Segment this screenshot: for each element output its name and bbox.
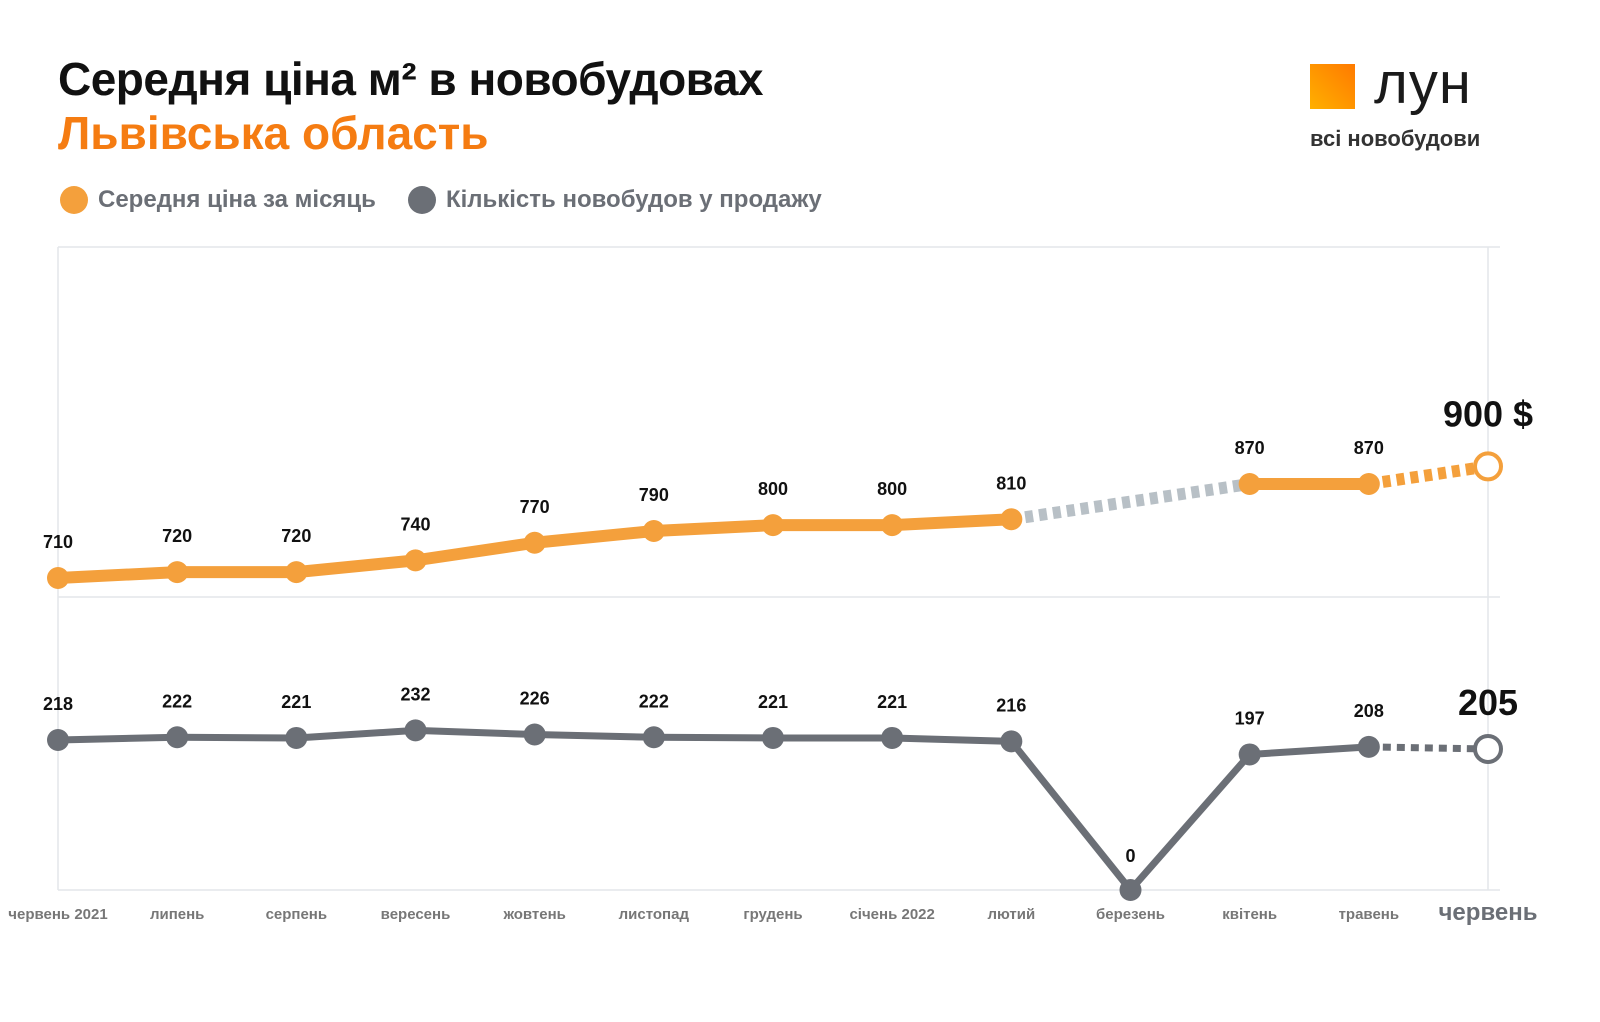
data-point	[523, 531, 546, 554]
series-line-segment	[173, 733, 300, 742]
data-label: 870	[1354, 438, 1384, 458]
data-point	[762, 726, 784, 749]
data-point	[47, 567, 69, 589]
data-point	[404, 719, 427, 742]
series-line-segment	[1007, 737, 1134, 894]
data-label: 205	[1458, 682, 1518, 723]
x-tick-label: вересень	[381, 906, 451, 923]
x-tick-label: лютий	[987, 906, 1035, 923]
series-line-segment	[650, 733, 777, 742]
data-label: 208	[1354, 701, 1384, 721]
x-tick-label: березень	[1096, 906, 1165, 923]
data-point	[285, 561, 308, 584]
data-label: 0	[1125, 846, 1135, 866]
data-point-projected	[1473, 451, 1503, 482]
data-label: 810	[996, 473, 1026, 493]
data-label: 221	[877, 692, 907, 712]
data-point	[1119, 879, 1142, 901]
legend-dot-icon	[60, 186, 88, 214]
data-point	[47, 729, 69, 752]
data-point	[642, 726, 665, 749]
data-point	[166, 561, 189, 584]
series-line-segment	[409, 536, 541, 567]
data-point	[881, 514, 904, 537]
data-label: 800	[758, 479, 788, 499]
legend-label: Середня ціна за місяць	[98, 186, 376, 213]
series-line-segment	[1367, 460, 1489, 490]
data-point	[1238, 473, 1261, 495]
data-point	[1000, 508, 1023, 531]
x-tick-label: червень 2021	[8, 906, 107, 923]
legend-item-price: Середня ціна за місяць	[60, 186, 376, 214]
data-point	[881, 726, 904, 749]
chart-subtitle: Львівська область	[58, 107, 489, 159]
data-point	[523, 723, 546, 746]
data-point	[404, 549, 427, 572]
data-label: 790	[639, 485, 669, 505]
data-label: 197	[1235, 708, 1265, 728]
data-label: 720	[162, 526, 192, 546]
data-point-projected	[1473, 733, 1503, 764]
legend-dot-icon	[407, 186, 436, 214]
series-line-segment	[528, 525, 660, 549]
data-label: 222	[162, 691, 192, 711]
data-point	[1357, 473, 1380, 495]
series-line-segment	[1246, 743, 1373, 758]
x-tick-label: липень	[150, 906, 204, 923]
series-line-segment	[886, 513, 1018, 532]
data-label: 221	[281, 692, 311, 712]
x-tick-label: січень 2022	[849, 906, 934, 923]
data-label: 221	[758, 692, 788, 712]
series-line-segment	[292, 726, 419, 742]
x-tick-label: серпень	[266, 906, 328, 923]
series-line-segment	[1368, 743, 1489, 753]
data-label: 216	[996, 695, 1026, 715]
legend-item-count: Кількість новобудов у продажу	[407, 186, 822, 214]
legend: Середня ціна за місяць Кількість новобуд…	[60, 186, 822, 214]
x-tick-label: грудень	[743, 906, 802, 923]
data-point	[762, 514, 784, 537]
data-label: 770	[520, 497, 550, 517]
series-line-segment	[888, 734, 1015, 745]
data-label: 218	[43, 694, 73, 714]
x-tick-label: травень	[1339, 906, 1400, 923]
data-label: 900 $	[1443, 393, 1533, 434]
data-point	[642, 520, 665, 542]
x-tick-label: червень	[1439, 899, 1538, 926]
series-line-segment	[647, 519, 779, 537]
data-label: 720	[281, 526, 311, 546]
x-tick-label: листопад	[619, 906, 690, 923]
data-label: 232	[400, 684, 430, 704]
series-line-segment	[1127, 750, 1254, 894]
data-label: 222	[639, 691, 669, 711]
series-line-segment	[412, 726, 539, 739]
data-point	[285, 726, 308, 749]
data-label: 226	[520, 689, 550, 709]
data-label: 870	[1235, 438, 1265, 458]
series-line-segment	[54, 733, 181, 744]
data-point	[1357, 735, 1380, 758]
data-point	[1238, 743, 1261, 766]
data-point	[166, 726, 189, 749]
logo-square-icon	[1310, 64, 1355, 109]
data-label: 800	[877, 479, 907, 499]
data-label: 740	[400, 514, 430, 534]
series-line-segment	[531, 731, 658, 741]
data-label: 710	[43, 532, 73, 552]
series-line-segment	[52, 566, 184, 584]
logo-tagline: всі новобудови	[1310, 126, 1481, 151]
chart-title: Середня ціна м² в новобудовах	[58, 53, 764, 105]
logo-wordmark: ЛУН	[1374, 51, 1472, 116]
data-point	[1000, 730, 1023, 753]
series-line-segment	[1010, 478, 1251, 526]
series-line-segment	[290, 554, 422, 579]
x-tick-label: квітень	[1222, 906, 1277, 923]
legend-label: Кількість новобудов у продажу	[445, 186, 822, 213]
x-tick-label: жовтень	[502, 906, 565, 923]
